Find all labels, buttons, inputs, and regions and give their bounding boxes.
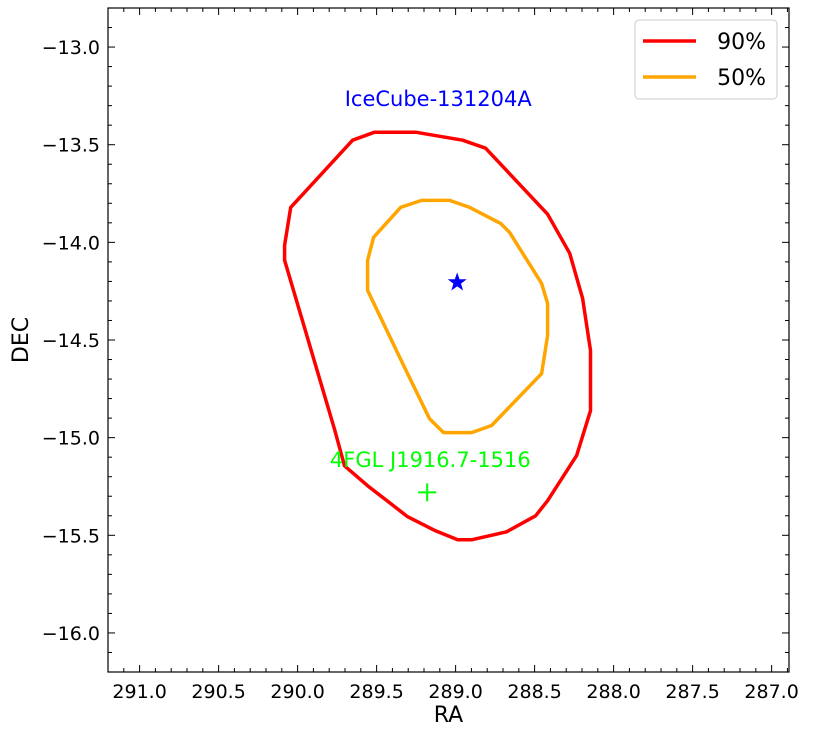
x-tick-label: 289.0 bbox=[428, 681, 482, 703]
y-tick-label: −16.0 bbox=[42, 623, 100, 645]
x-tick-label: 288.0 bbox=[586, 681, 640, 703]
marker-label: 4FGL J1916.7-1516 bbox=[330, 448, 531, 472]
y-tick-label: −14.5 bbox=[42, 330, 100, 352]
y-axis-label: DEC bbox=[9, 317, 34, 363]
contour-90pct bbox=[282, 130, 593, 542]
y-tick-label: −13.0 bbox=[42, 37, 100, 59]
x-tick-label: 287.5 bbox=[665, 681, 719, 703]
x-tick-label: 288.5 bbox=[507, 681, 561, 703]
y-tick-label: −13.5 bbox=[42, 135, 100, 157]
legend: 90%50% bbox=[634, 19, 778, 100]
plus-marker bbox=[418, 483, 437, 502]
x-tick-label: 290.0 bbox=[270, 681, 324, 703]
x-tick-label: 287.0 bbox=[744, 681, 798, 703]
star-marker bbox=[447, 272, 467, 291]
marker-label: IceCube-131204A bbox=[345, 87, 533, 111]
y-tick-label: −15.5 bbox=[42, 525, 100, 547]
y-tick-label: −14.0 bbox=[42, 232, 100, 254]
y-tick-label: −15.0 bbox=[42, 428, 100, 450]
x-tick-label: 290.5 bbox=[191, 681, 245, 703]
x-axis-label: RA bbox=[434, 703, 463, 728]
contour-50pct bbox=[365, 198, 550, 435]
x-tick-label: 291.0 bbox=[112, 681, 166, 703]
legend-label: 90% bbox=[717, 30, 766, 55]
legend-label: 50% bbox=[717, 66, 766, 91]
x-tick-label: 289.5 bbox=[349, 681, 403, 703]
